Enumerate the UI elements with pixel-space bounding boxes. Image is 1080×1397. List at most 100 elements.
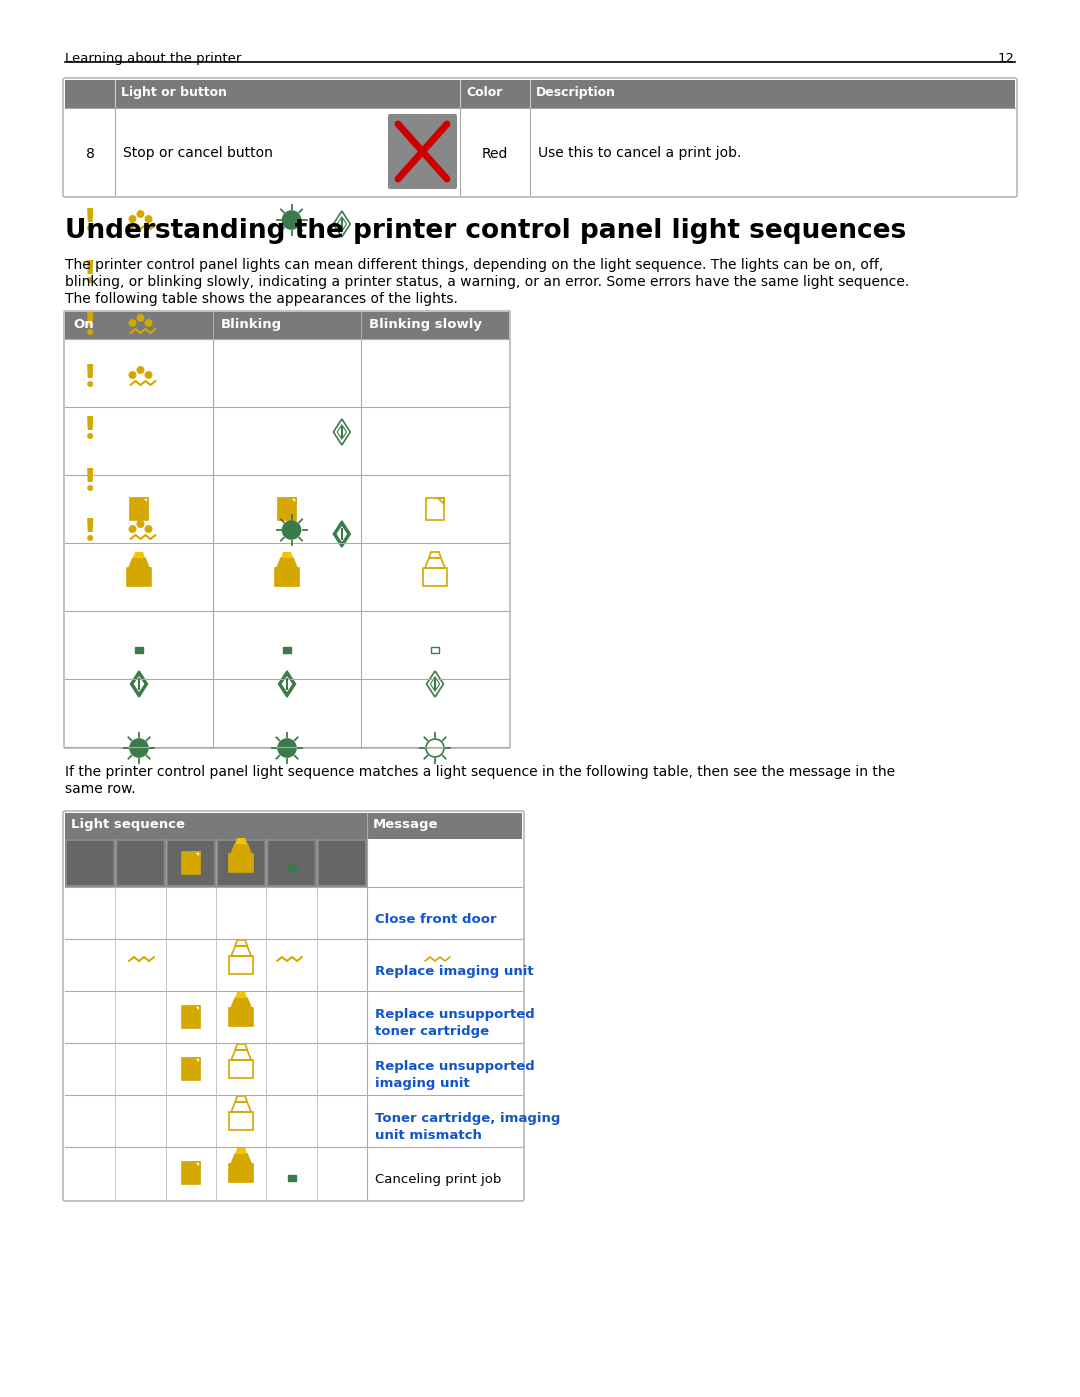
Text: 8: 8 xyxy=(85,147,94,161)
Bar xyxy=(181,852,200,875)
Polygon shape xyxy=(281,552,293,557)
Polygon shape xyxy=(87,365,93,379)
Bar xyxy=(275,569,299,585)
Bar xyxy=(229,854,253,872)
Text: If the printer control panel light sequence matches a light sequence in the foll: If the printer control panel light seque… xyxy=(65,766,895,780)
Polygon shape xyxy=(131,671,148,697)
Bar xyxy=(135,647,143,652)
Bar xyxy=(229,1112,253,1130)
FancyBboxPatch shape xyxy=(64,312,510,747)
Circle shape xyxy=(240,535,243,538)
Circle shape xyxy=(87,485,93,490)
Bar xyxy=(181,1006,200,1028)
FancyBboxPatch shape xyxy=(218,841,265,886)
Text: Close front door: Close front door xyxy=(375,914,497,926)
Text: Light sequence: Light sequence xyxy=(71,819,185,831)
Polygon shape xyxy=(87,518,93,532)
Circle shape xyxy=(87,535,93,541)
Text: blinking, or blinking slowly, indicating a printer status, a warning, or an erro: blinking, or blinking slowly, indicating… xyxy=(65,275,909,289)
Circle shape xyxy=(135,942,143,950)
Polygon shape xyxy=(291,497,296,504)
Circle shape xyxy=(87,381,93,387)
Circle shape xyxy=(279,821,282,824)
Circle shape xyxy=(291,947,299,956)
Bar xyxy=(287,865,296,870)
Circle shape xyxy=(285,821,288,824)
Circle shape xyxy=(136,1025,141,1031)
Circle shape xyxy=(232,377,235,380)
Polygon shape xyxy=(279,671,296,697)
Bar xyxy=(130,497,148,520)
Circle shape xyxy=(87,277,93,284)
Circle shape xyxy=(131,821,134,824)
Text: Understanding the printer control panel light sequences: Understanding the printer control panel … xyxy=(65,218,906,244)
Circle shape xyxy=(240,221,243,224)
Circle shape xyxy=(246,221,249,224)
Circle shape xyxy=(240,531,243,534)
Circle shape xyxy=(278,739,296,757)
Polygon shape xyxy=(87,416,93,430)
Polygon shape xyxy=(87,312,93,326)
Polygon shape xyxy=(133,552,145,557)
Text: The printer control panel lights can mean different things, depending on the lig: The printer control panel lights can mea… xyxy=(65,258,883,272)
Circle shape xyxy=(145,821,148,824)
FancyBboxPatch shape xyxy=(63,78,1017,197)
Polygon shape xyxy=(276,557,297,569)
Polygon shape xyxy=(87,208,93,222)
Text: toner cartridge: toner cartridge xyxy=(375,1025,489,1038)
Circle shape xyxy=(275,947,283,956)
Circle shape xyxy=(284,1025,291,1031)
Polygon shape xyxy=(136,1009,141,1023)
Circle shape xyxy=(87,330,93,335)
Text: Toner cartridge, imaging: Toner cartridge, imaging xyxy=(375,1112,561,1125)
Circle shape xyxy=(283,521,300,539)
Text: The following table shows the appearances of the lights.: The following table shows the appearance… xyxy=(65,292,458,306)
Circle shape xyxy=(283,942,291,950)
Bar xyxy=(278,497,296,520)
Circle shape xyxy=(136,314,145,321)
Circle shape xyxy=(293,816,296,820)
FancyBboxPatch shape xyxy=(268,841,314,886)
FancyBboxPatch shape xyxy=(319,841,365,886)
Circle shape xyxy=(246,531,249,534)
Bar xyxy=(65,80,1015,108)
Circle shape xyxy=(246,225,249,229)
Circle shape xyxy=(129,319,136,327)
Text: Light or button: Light or button xyxy=(121,87,227,99)
Bar xyxy=(127,569,151,585)
Polygon shape xyxy=(134,678,144,692)
Polygon shape xyxy=(235,838,247,844)
Circle shape xyxy=(87,433,93,439)
Circle shape xyxy=(129,215,136,224)
Text: Color: Color xyxy=(465,87,502,99)
Bar xyxy=(367,813,522,840)
Polygon shape xyxy=(193,852,200,858)
Bar xyxy=(65,813,367,840)
Circle shape xyxy=(279,816,282,820)
Text: Canceling print job: Canceling print job xyxy=(375,1173,501,1186)
Bar xyxy=(287,1175,296,1180)
Text: 12: 12 xyxy=(998,52,1015,66)
Text: Replace unsupported: Replace unsupported xyxy=(375,1009,535,1021)
Circle shape xyxy=(145,372,152,379)
Text: Learning about the printer: Learning about the printer xyxy=(65,52,241,66)
Circle shape xyxy=(232,381,235,384)
Circle shape xyxy=(246,377,249,380)
Polygon shape xyxy=(231,1154,252,1164)
Circle shape xyxy=(283,211,300,229)
Circle shape xyxy=(129,372,136,379)
FancyBboxPatch shape xyxy=(63,812,524,1201)
Bar xyxy=(181,1058,200,1080)
Text: Replace unsupported: Replace unsupported xyxy=(375,1060,535,1073)
Bar xyxy=(283,647,291,652)
Circle shape xyxy=(145,215,152,224)
Polygon shape xyxy=(334,521,350,548)
Bar xyxy=(229,1060,253,1078)
Text: Replace imaging unit: Replace imaging unit xyxy=(375,965,534,978)
FancyBboxPatch shape xyxy=(118,841,164,886)
Polygon shape xyxy=(141,497,148,504)
Circle shape xyxy=(145,525,152,534)
Polygon shape xyxy=(282,678,292,692)
Text: unit mismatch: unit mismatch xyxy=(375,1129,482,1141)
Circle shape xyxy=(246,381,249,384)
